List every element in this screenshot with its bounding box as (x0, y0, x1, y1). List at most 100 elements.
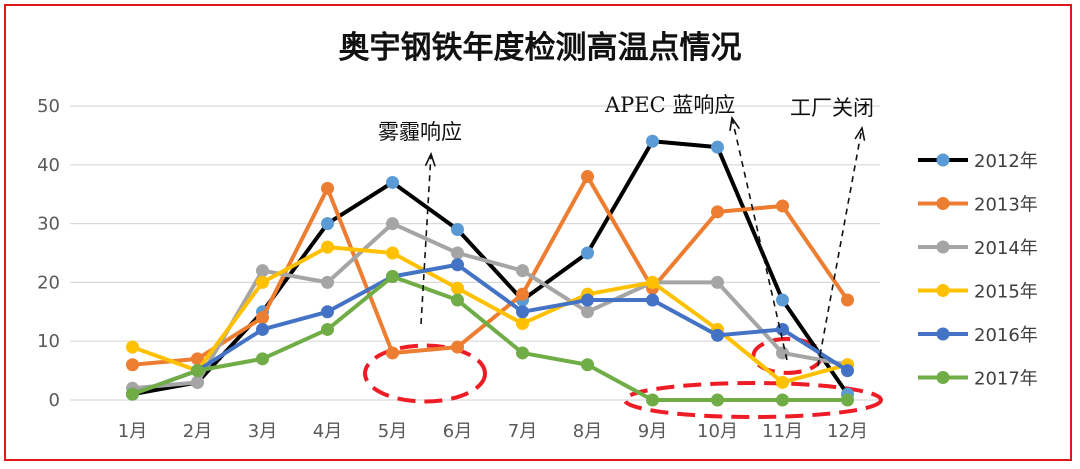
legend-label: 2017年 (974, 369, 1038, 390)
data-point (646, 393, 659, 407)
data-point (126, 358, 139, 372)
series-2017年 (126, 270, 854, 407)
data-point (581, 358, 594, 372)
legend-item: 2012年 (918, 151, 1038, 172)
y-tick-label: 50 (37, 96, 60, 117)
data-point (516, 346, 529, 360)
legend-swatch-marker (936, 153, 950, 167)
arrow-line (817, 127, 863, 367)
data-point (256, 352, 269, 366)
data-point (581, 305, 594, 319)
data-point (516, 317, 529, 331)
arrow-head (424, 151, 436, 167)
legend-label: 2015年 (974, 282, 1038, 303)
data-point (451, 281, 464, 295)
data-point (646, 293, 659, 307)
legend-item: 2015年 (918, 282, 1038, 303)
series-line (132, 221, 848, 391)
data-point (386, 246, 399, 260)
x-tick-label: 3月 (248, 421, 277, 442)
arrow-head (729, 115, 741, 131)
series-line (132, 174, 850, 367)
data-point (256, 311, 269, 325)
series-line (131, 245, 849, 385)
series-2013年 (126, 170, 854, 372)
data-point (581, 246, 594, 260)
x-tick-label: 11月 (762, 421, 803, 442)
data-point (451, 246, 464, 260)
data-point (451, 293, 464, 307)
x-axis-ticks: 1月 2月 3月 4月 5月 6月 7月 8月 9月 10月 11月 12月 (118, 421, 868, 442)
data-point (841, 364, 854, 378)
data-point (191, 375, 204, 389)
chart-title: 奥宇钢铁年度检测高温点情况 (339, 30, 742, 66)
x-tick-label: 10月 (697, 421, 738, 442)
legend-swatch-marker (936, 327, 950, 341)
data-point (451, 222, 464, 236)
data-point (191, 352, 204, 366)
legend-item: 2016年 (918, 325, 1038, 346)
data-point (321, 322, 334, 336)
legend-label: 2013年 (974, 195, 1038, 216)
data-point (776, 375, 789, 389)
data-point (126, 340, 139, 354)
x-tick-label: 2月 (183, 421, 212, 442)
data-point (776, 293, 789, 307)
x-tick-label: 7月 (508, 421, 537, 442)
legend-label: 2016年 (974, 325, 1038, 346)
data-point (841, 293, 854, 307)
legend-label: 2012年 (974, 151, 1038, 172)
annotation-arrows (420, 115, 866, 367)
y-tick-label: 30 (37, 214, 60, 235)
data-point (646, 275, 659, 289)
y-tick-label: 20 (37, 272, 60, 293)
data-point (451, 258, 464, 272)
data-point (711, 275, 724, 289)
data-point (256, 264, 269, 278)
legend-item: 2013年 (918, 195, 1038, 216)
data-point (581, 293, 594, 307)
data-point (776, 199, 789, 213)
series-line (131, 274, 848, 402)
legend-swatch-marker (936, 284, 950, 297)
y-tick-label: 10 (37, 331, 60, 352)
data-point (386, 175, 399, 189)
x-tick-label: 4月 (313, 421, 342, 442)
data-point (646, 134, 659, 148)
data-point (451, 340, 464, 354)
data-point (711, 328, 724, 342)
data-point (516, 287, 529, 301)
arrow-head (854, 125, 866, 141)
data-point (321, 181, 334, 195)
legend: 2012年 2013年 2014年 2015年 2016年 2017年 (918, 151, 1038, 390)
legend-swatch-marker (936, 197, 950, 210)
annotations: 雾霾响应 APEC 蓝响应 工厂关闭 (378, 93, 874, 144)
series-lines (126, 134, 854, 407)
series-line (132, 139, 850, 397)
data-point (321, 240, 334, 254)
legend-label: 2014年 (974, 238, 1038, 259)
gridlines (70, 105, 880, 401)
data-point (386, 270, 399, 284)
data-point (321, 305, 334, 319)
data-point (321, 217, 334, 231)
x-tick-label: 1月 (118, 421, 147, 442)
x-tick-label: 5月 (378, 421, 407, 442)
series-2016年 (126, 258, 854, 401)
data-point (256, 322, 269, 336)
y-tick-label: 0 (49, 390, 60, 411)
annotation-label: APEC 蓝响应 (604, 93, 735, 117)
annotation-label: 工厂关闭 (790, 96, 874, 120)
legend-item: 2017年 (918, 369, 1038, 390)
legend-item: 2014年 (918, 238, 1038, 259)
x-tick-label: 8月 (573, 421, 602, 442)
highlight-ellipse (623, 381, 883, 419)
annotation-label: 雾霾响应 (378, 120, 462, 144)
legend-swatch-marker (936, 371, 950, 384)
arrow-line (731, 117, 788, 361)
y-axis-ticks: 0 10 20 30 40 50 (37, 96, 60, 411)
x-tick-label: 12月 (827, 421, 868, 442)
data-point (776, 322, 789, 336)
y-tick-label: 40 (37, 155, 60, 176)
